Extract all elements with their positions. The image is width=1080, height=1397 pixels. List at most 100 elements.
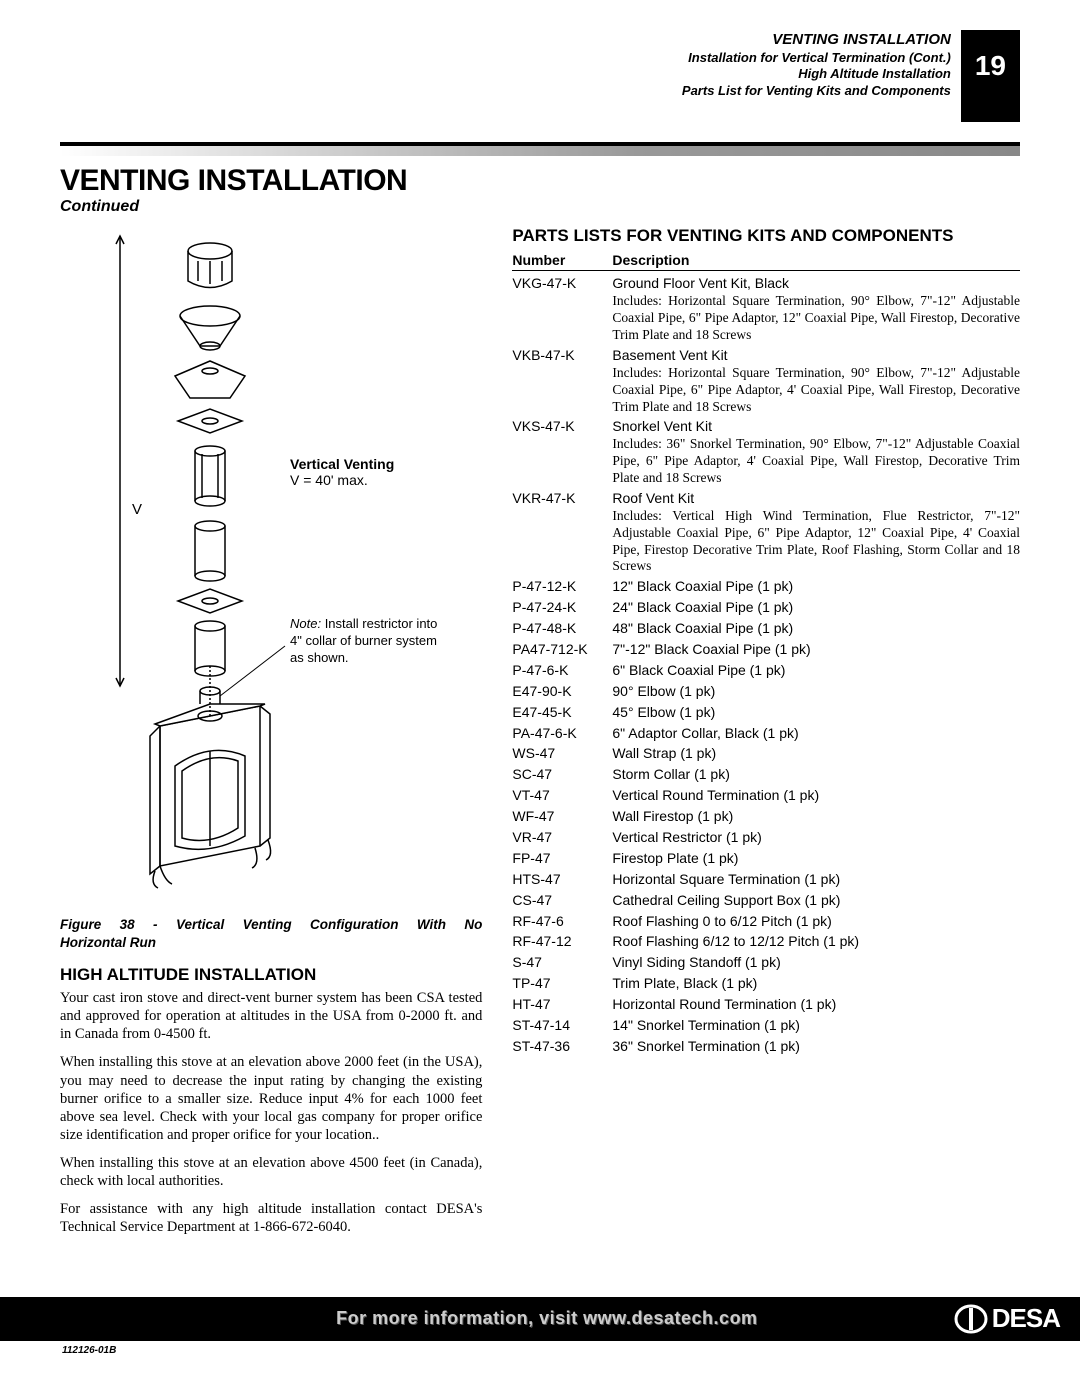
desa-logo-text: DESA xyxy=(992,1303,1060,1334)
parts-list-heading: PARTS LISTS FOR VENTING KITS AND COMPONE… xyxy=(512,226,1020,246)
part-number: CS-47 xyxy=(512,891,612,910)
parts-row: RF-47-12Roof Flashing 6/12 to 12/12 Pitc… xyxy=(512,931,1020,952)
parts-row: VR-47Vertical Restrictor (1 pk) xyxy=(512,827,1020,848)
part-number: FP-47 xyxy=(512,849,612,868)
part-description: Horizontal Round Termination (1 pk) xyxy=(612,995,1020,1014)
part-number: VKR-47-K xyxy=(512,489,612,575)
page-header: VENTING INSTALLATION Installation for Ve… xyxy=(60,30,1020,122)
v-dimension-label: V xyxy=(132,501,142,518)
part-number: RF-47-12 xyxy=(512,932,612,951)
left-column: V Vertical Venting V = 40' max. Note: In… xyxy=(60,226,482,1247)
part-description: 24" Black Coaxial Pipe (1 pk) xyxy=(612,598,1020,617)
figure-38: V Vertical Venting V = 40' max. Note: In… xyxy=(60,226,482,906)
header-line3: High Altitude Installation xyxy=(682,66,951,83)
parts-kit-row: VKG-47-KGround Floor Vent Kit, BlackIncl… xyxy=(512,273,1020,345)
parts-kit-row: VKS-47-KSnorkel Vent KitIncludes: 36" Sn… xyxy=(512,416,1020,488)
part-number: S-47 xyxy=(512,953,612,972)
part-description: 90° Elbow (1 pk) xyxy=(612,682,1020,701)
part-description: Snorkel Vent KitIncludes: 36" Snorkel Te… xyxy=(612,417,1020,487)
parts-row: ST-47-3636" Snorkel Termination (1 pk) xyxy=(512,1036,1020,1057)
part-detail: Includes: Horizontal Square Termination,… xyxy=(612,365,1020,416)
parts-row: RF-47-6Roof Flashing 0 to 6/12 Pitch (1 … xyxy=(512,911,1020,932)
part-description: Wall Firestop (1 pk) xyxy=(612,807,1020,826)
part-description: 7"-12" Black Coaxial Pipe (1 pk) xyxy=(612,640,1020,659)
part-description: 6" Adaptor Collar, Black (1 pk) xyxy=(612,724,1020,743)
vertical-venting-label: Vertical Venting V = 40' max. xyxy=(290,456,394,488)
part-number: SC-47 xyxy=(512,765,612,784)
part-number: ST-47-14 xyxy=(512,1016,612,1035)
part-description: Vertical Round Termination (1 pk) xyxy=(612,786,1020,805)
parts-row: P-47-6-K6" Black Coaxial Pipe (1 pk) xyxy=(512,660,1020,681)
part-description: Vinyl Siding Standoff (1 pk) xyxy=(612,953,1020,972)
part-number: E47-45-K xyxy=(512,703,612,722)
parts-row: E47-45-K45° Elbow (1 pk) xyxy=(512,702,1020,723)
main-title: VENTING INSTALLATION xyxy=(60,164,1020,198)
part-description: Wall Strap (1 pk) xyxy=(612,744,1020,763)
parts-row: P-47-24-K24" Black Coaxial Pipe (1 pk) xyxy=(512,597,1020,618)
page-footer: For more information, visit www.desatech… xyxy=(0,1297,1080,1341)
part-number: P-47-48-K xyxy=(512,619,612,638)
header-line2: Installation for Vertical Termination (C… xyxy=(682,50,951,67)
header-line4: Parts List for Venting Kits and Componen… xyxy=(682,83,951,100)
header-line1: VENTING INSTALLATION xyxy=(682,30,951,50)
part-number: RF-47-6 xyxy=(512,912,612,931)
venting-diagram-icon xyxy=(60,226,290,896)
part-number: HTS-47 xyxy=(512,870,612,889)
high-altitude-p1: Your cast iron stove and direct-vent bur… xyxy=(60,989,482,1043)
part-description: 48" Black Coaxial Pipe (1 pk) xyxy=(612,619,1020,638)
part-description: Vertical Restrictor (1 pk) xyxy=(612,828,1020,847)
part-number: VT-47 xyxy=(512,786,612,805)
content-area: V Vertical Venting V = 40' max. Note: In… xyxy=(60,226,1020,1247)
part-number: P-47-24-K xyxy=(512,598,612,617)
page-number-badge: 19 xyxy=(961,30,1020,122)
parts-row: PA-47-6-K6" Adaptor Collar, Black (1 pk) xyxy=(512,723,1020,744)
part-number: TP-47 xyxy=(512,974,612,993)
part-number: PA47-712-K xyxy=(512,640,612,659)
part-number: WF-47 xyxy=(512,807,612,826)
part-number: VKB-47-K xyxy=(512,346,612,416)
gradient-divider xyxy=(60,142,1020,156)
document-id: 112126-01B xyxy=(62,1345,1080,1356)
parts-row: WF-47Wall Firestop (1 pk) xyxy=(512,806,1020,827)
high-altitude-heading: HIGH ALTITUDE INSTALLATION xyxy=(60,965,482,985)
part-description: Roof Vent KitIncludes: Vertical High Win… xyxy=(612,489,1020,575)
footer-text: For more information, visit www.desatech… xyxy=(140,1308,954,1329)
part-description: Basement Vent KitIncludes: Horizontal Sq… xyxy=(612,346,1020,416)
part-number: HT-47 xyxy=(512,995,612,1014)
parts-row: E47-90-K90° Elbow (1 pk) xyxy=(512,681,1020,702)
part-number: E47-90-K xyxy=(512,682,612,701)
part-description: 45° Elbow (1 pk) xyxy=(612,703,1020,722)
parts-row: WS-47Wall Strap (1 pk) xyxy=(512,743,1020,764)
part-number: VKS-47-K xyxy=(512,417,612,487)
part-number: WS-47 xyxy=(512,744,612,763)
parts-table-header: Number Description xyxy=(512,252,1020,271)
venting-label-title: Vertical Venting xyxy=(290,456,394,472)
parts-row: FP-47Firestop Plate (1 pk) xyxy=(512,848,1020,869)
column-description: Description xyxy=(612,252,1020,268)
parts-row: VT-47Vertical Round Termination (1 pk) xyxy=(512,785,1020,806)
part-detail: Includes: Vertical High Wind Termination… xyxy=(612,508,1020,576)
parts-row: S-47Vinyl Siding Standoff (1 pk) xyxy=(512,952,1020,973)
part-description: 6" Black Coaxial Pipe (1 pk) xyxy=(612,661,1020,680)
parts-row: ST-47-1414" Snorkel Termination (1 pk) xyxy=(512,1015,1020,1036)
part-description: 14" Snorkel Termination (1 pk) xyxy=(612,1016,1020,1035)
part-number: P-47-6-K xyxy=(512,661,612,680)
parts-row: P-47-12-K12" Black Coaxial Pipe (1 pk) xyxy=(512,576,1020,597)
parts-row: SC-47Storm Collar (1 pk) xyxy=(512,764,1020,785)
header-titles: VENTING INSTALLATION Installation for Ve… xyxy=(682,30,951,100)
parts-row: HTS-47Horizontal Square Termination (1 p… xyxy=(512,869,1020,890)
high-altitude-p4: For assistance with any high altitude in… xyxy=(60,1200,482,1236)
part-description: Firestop Plate (1 pk) xyxy=(612,849,1020,868)
parts-row: TP-47Trim Plate, Black (1 pk) xyxy=(512,973,1020,994)
part-number: VKG-47-K xyxy=(512,274,612,344)
part-detail: Includes: 36" Snorkel Termination, 90° E… xyxy=(612,436,1020,487)
desa-logo: DESA xyxy=(954,1303,1060,1334)
part-detail: Includes: Horizontal Square Termination,… xyxy=(612,293,1020,344)
part-description: 36" Snorkel Termination (1 pk) xyxy=(612,1037,1020,1056)
note-prefix: Note: xyxy=(290,616,321,631)
part-number: PA-47-6-K xyxy=(512,724,612,743)
desa-logo-icon xyxy=(954,1304,988,1334)
part-description: Trim Plate, Black (1 pk) xyxy=(612,974,1020,993)
high-altitude-p3: When installing this stove at an elevati… xyxy=(60,1154,482,1190)
venting-label-value: V = 40' max. xyxy=(290,472,394,488)
